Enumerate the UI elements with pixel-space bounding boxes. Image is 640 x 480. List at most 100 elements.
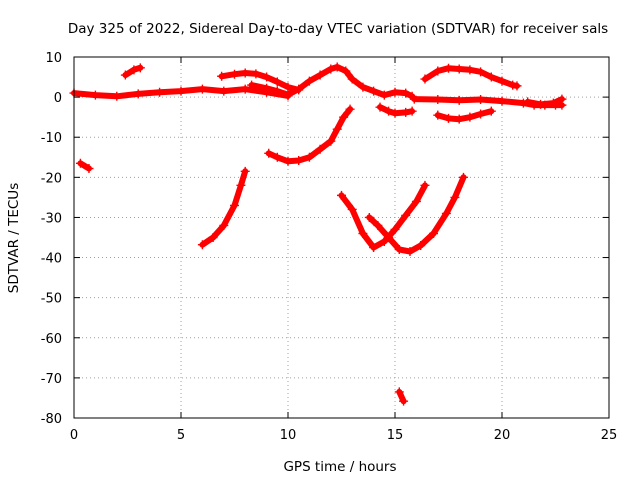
series-arc-15 [394,387,409,406]
data-point [390,108,400,118]
data-point [272,77,282,87]
data-point [135,63,145,73]
y-tick-label: -60 [41,332,62,347]
data-point [120,70,130,80]
data-point [358,228,368,238]
plot-frame [73,56,610,419]
data-point [84,164,94,174]
series-arc-04 [217,68,304,95]
data-point [326,64,336,74]
data-point [433,95,443,105]
data-point [236,180,246,190]
data-point [272,86,282,96]
y-tick-label: -70 [41,372,62,387]
y-tick-label: -40 [41,252,62,267]
data-point [283,82,293,92]
data-point [373,220,383,230]
data-point [536,99,546,109]
data-point [454,114,464,124]
chart-title: Day 325 of 2022, Sidereal Day-to-day VTE… [68,21,608,37]
data-point [394,245,404,255]
data-point [262,72,272,82]
data-point [364,212,374,222]
data-point [332,124,342,134]
data-point [401,88,411,98]
x-tick-label: 20 [494,428,511,443]
series-arc-11 [264,104,355,166]
x-tick-label: 10 [280,428,297,443]
data-point [262,83,272,93]
data-point [441,208,451,218]
data-point [251,69,261,79]
data-point [523,97,533,107]
data-point [401,210,411,220]
data-point [390,224,400,234]
series-arc-10 [433,106,496,124]
data-point [512,81,522,91]
data-point [401,107,411,117]
y-axis-label: SDTVAR / TECUs [6,183,22,293]
data-point [304,76,314,86]
series-trace [265,106,354,165]
data-point [384,233,394,242]
data-point [379,90,389,100]
data-series [69,62,567,406]
data-point [429,228,439,238]
series-arc-06 [375,102,417,118]
data-point [486,106,496,116]
data-point [454,64,464,74]
data-point [375,102,385,112]
data-point [476,109,486,119]
data-point [497,76,507,86]
axis-ticks: 0 5 10 15 20 25 10 0 -10 -20 -30 -40 -50 -60 -70 -80 [41,51,618,443]
data-point [217,71,227,81]
x-tick-label: 5 [177,428,185,443]
data-point [450,192,460,202]
data-point [369,243,379,253]
data-point [283,90,293,100]
x-tick-label: 25 [601,428,618,443]
data-point [332,62,342,72]
data-point [369,86,379,96]
data-point [411,196,421,206]
data-point [394,387,404,397]
series-arc-08 [523,94,567,109]
data-point [390,87,400,97]
data-point [133,89,143,99]
data-point [444,63,453,73]
series-trace [338,182,428,251]
y-tick-label: 10 [45,51,62,66]
series-trace [366,174,467,255]
data-point [548,98,558,108]
data-point [219,86,229,96]
y-tick-label: 0 [54,91,62,106]
data-point [508,80,518,90]
data-point [240,68,250,78]
data-point [341,66,351,76]
data-point [129,65,139,75]
data-point [247,80,257,90]
data-point [315,144,325,154]
data-point [476,67,486,77]
series-trace [122,64,144,79]
data-point [557,94,567,104]
data-point [433,110,443,120]
data-point [347,74,357,84]
data-point [409,94,419,104]
data-point [176,86,186,96]
data-point [219,220,229,230]
data-point [486,72,496,82]
series-trace [199,168,249,248]
data-point [230,69,239,79]
data-point [405,247,415,257]
data-point [294,84,304,94]
data-point [476,95,486,105]
data-point [155,87,165,97]
data-point [379,237,389,247]
series-arc-02 [75,158,94,174]
y-tick-label: -80 [41,412,62,427]
data-point [197,84,207,94]
series-arc-13 [337,180,430,253]
data-point [347,204,357,214]
data-point [283,156,293,166]
